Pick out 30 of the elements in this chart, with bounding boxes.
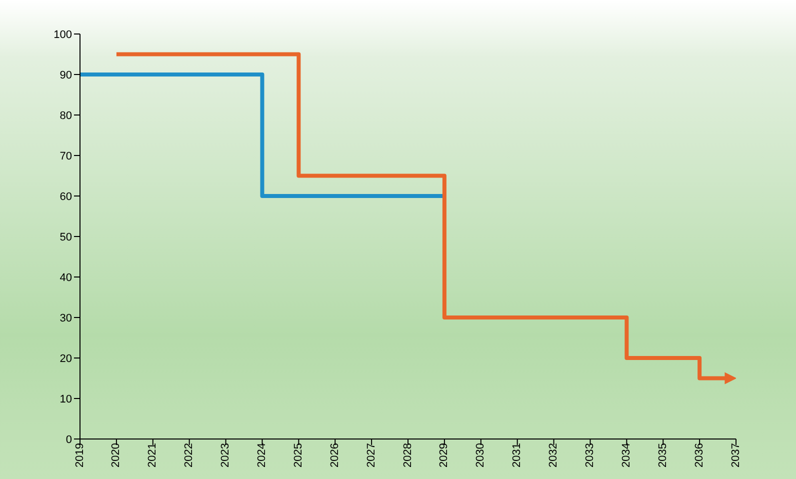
x-tick-label: 2027 (365, 443, 378, 468)
x-tick-label: 2021 (146, 443, 159, 468)
x-tick-label: 2025 (292, 443, 304, 468)
x-tick-label: 2026 (328, 443, 341, 468)
y-tick-label: 90 (60, 69, 72, 82)
y-tick-label: 0 (66, 434, 72, 446)
x-tick-label: 2029 (438, 443, 450, 468)
y-tick-label: 60 (60, 190, 72, 203)
x-tick-label: 2033 (584, 443, 596, 468)
x-tick-label: 2022 (183, 443, 196, 468)
x-tick-label: 2037 (730, 443, 742, 468)
y-tick-label: 40 (60, 272, 72, 284)
y-tick-label: 50 (60, 231, 72, 244)
x-tick-label: 2034 (620, 443, 632, 468)
x-tick-label: 2035 (656, 443, 669, 468)
y-tick-label: 100 (54, 28, 72, 41)
x-tick-label: 2019 (74, 443, 86, 468)
x-tick-label: 2023 (220, 443, 232, 468)
y-tick-label: 30 (60, 312, 72, 324)
y-tick-label: 80 (60, 110, 72, 122)
y-tick-label: 10 (60, 393, 72, 406)
x-tick-label: 2028 (402, 443, 414, 468)
x-tick-label: 2020 (110, 443, 122, 468)
y-tick-label: 20 (60, 352, 72, 365)
x-tick-label: 2030 (474, 443, 487, 468)
x-tick-label: 2032 (548, 443, 560, 468)
x-tick-label: 2036 (693, 443, 706, 468)
x-tick-label: 2031 (511, 443, 524, 468)
x-tick-label: 2024 (256, 443, 268, 468)
y-tick-label: 70 (60, 150, 72, 162)
